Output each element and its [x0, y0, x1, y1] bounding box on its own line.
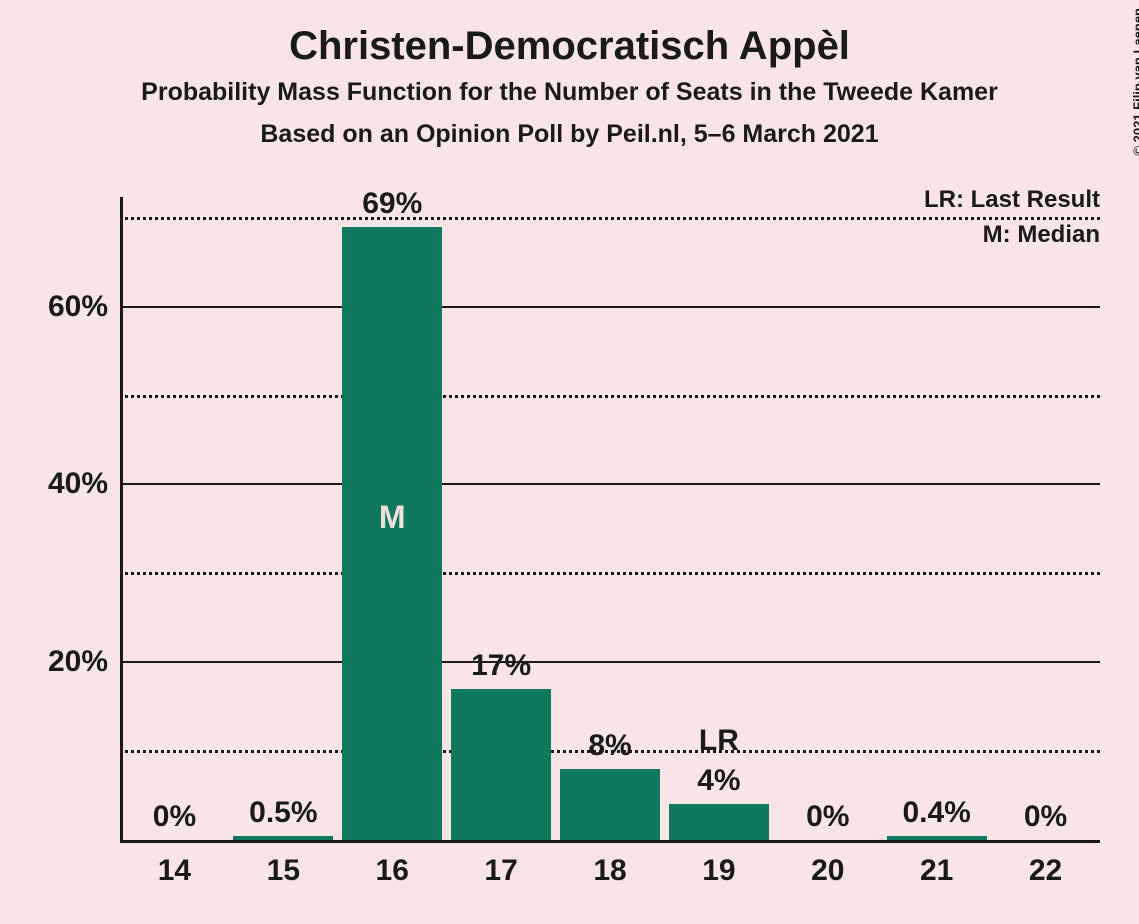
bar-value-label: 0.5%	[249, 796, 317, 830]
legend-item: M: Median	[983, 221, 1100, 249]
bar-value-label: 0.4%	[902, 796, 970, 830]
bar-value-label: 4%	[697, 764, 740, 798]
chart-plot-area: 20%40%60%0%140.5%1569%1617%178%184%190%2…	[120, 200, 1100, 840]
legend-item: LR: Last Result	[924, 186, 1100, 214]
bar-value-label: 0%	[153, 800, 196, 834]
gridline-major	[120, 483, 1100, 485]
chart-subtitle-2: Based on an Opinion Poll by Peil.nl, 5–6…	[0, 120, 1139, 149]
y-tick-label: 60%	[48, 290, 120, 324]
bar-value-label: 0%	[1024, 800, 1067, 834]
bar-annotation: M	[379, 499, 406, 536]
x-tick-label: 18	[593, 840, 626, 888]
bar	[669, 804, 769, 840]
x-tick-label: 15	[267, 840, 300, 888]
bar	[451, 689, 551, 840]
x-tick-label: 16	[376, 840, 409, 888]
x-tick-label: 17	[484, 840, 517, 888]
x-tick-label: 14	[158, 840, 191, 888]
y-tick-label: 40%	[48, 467, 120, 501]
bar-value-label: 17%	[471, 649, 531, 683]
bar-value-label: 8%	[588, 729, 631, 763]
gridline-minor	[120, 217, 1100, 220]
x-tick-label: 22	[1029, 840, 1062, 888]
bar-value-label: 69%	[362, 187, 422, 221]
x-tick-label: 19	[702, 840, 735, 888]
bar	[560, 769, 660, 840]
chart-subtitle-1: Probability Mass Function for the Number…	[0, 78, 1139, 107]
gridline-major	[120, 306, 1100, 308]
x-tick-label: 21	[920, 840, 953, 888]
copyright-label: © 2021 Filip van Laenen	[1131, 8, 1139, 156]
y-tick-label: 20%	[48, 645, 120, 679]
y-axis	[120, 197, 123, 840]
chart-title: Christen-Democratisch Appèl	[0, 24, 1139, 69]
bar-value-label: 0%	[806, 800, 849, 834]
bar-annotation: LR	[699, 724, 739, 758]
gridline-minor	[120, 572, 1100, 575]
x-axis	[120, 840, 1100, 843]
gridline-major	[120, 661, 1100, 663]
x-tick-label: 20	[811, 840, 844, 888]
gridline-minor	[120, 395, 1100, 398]
